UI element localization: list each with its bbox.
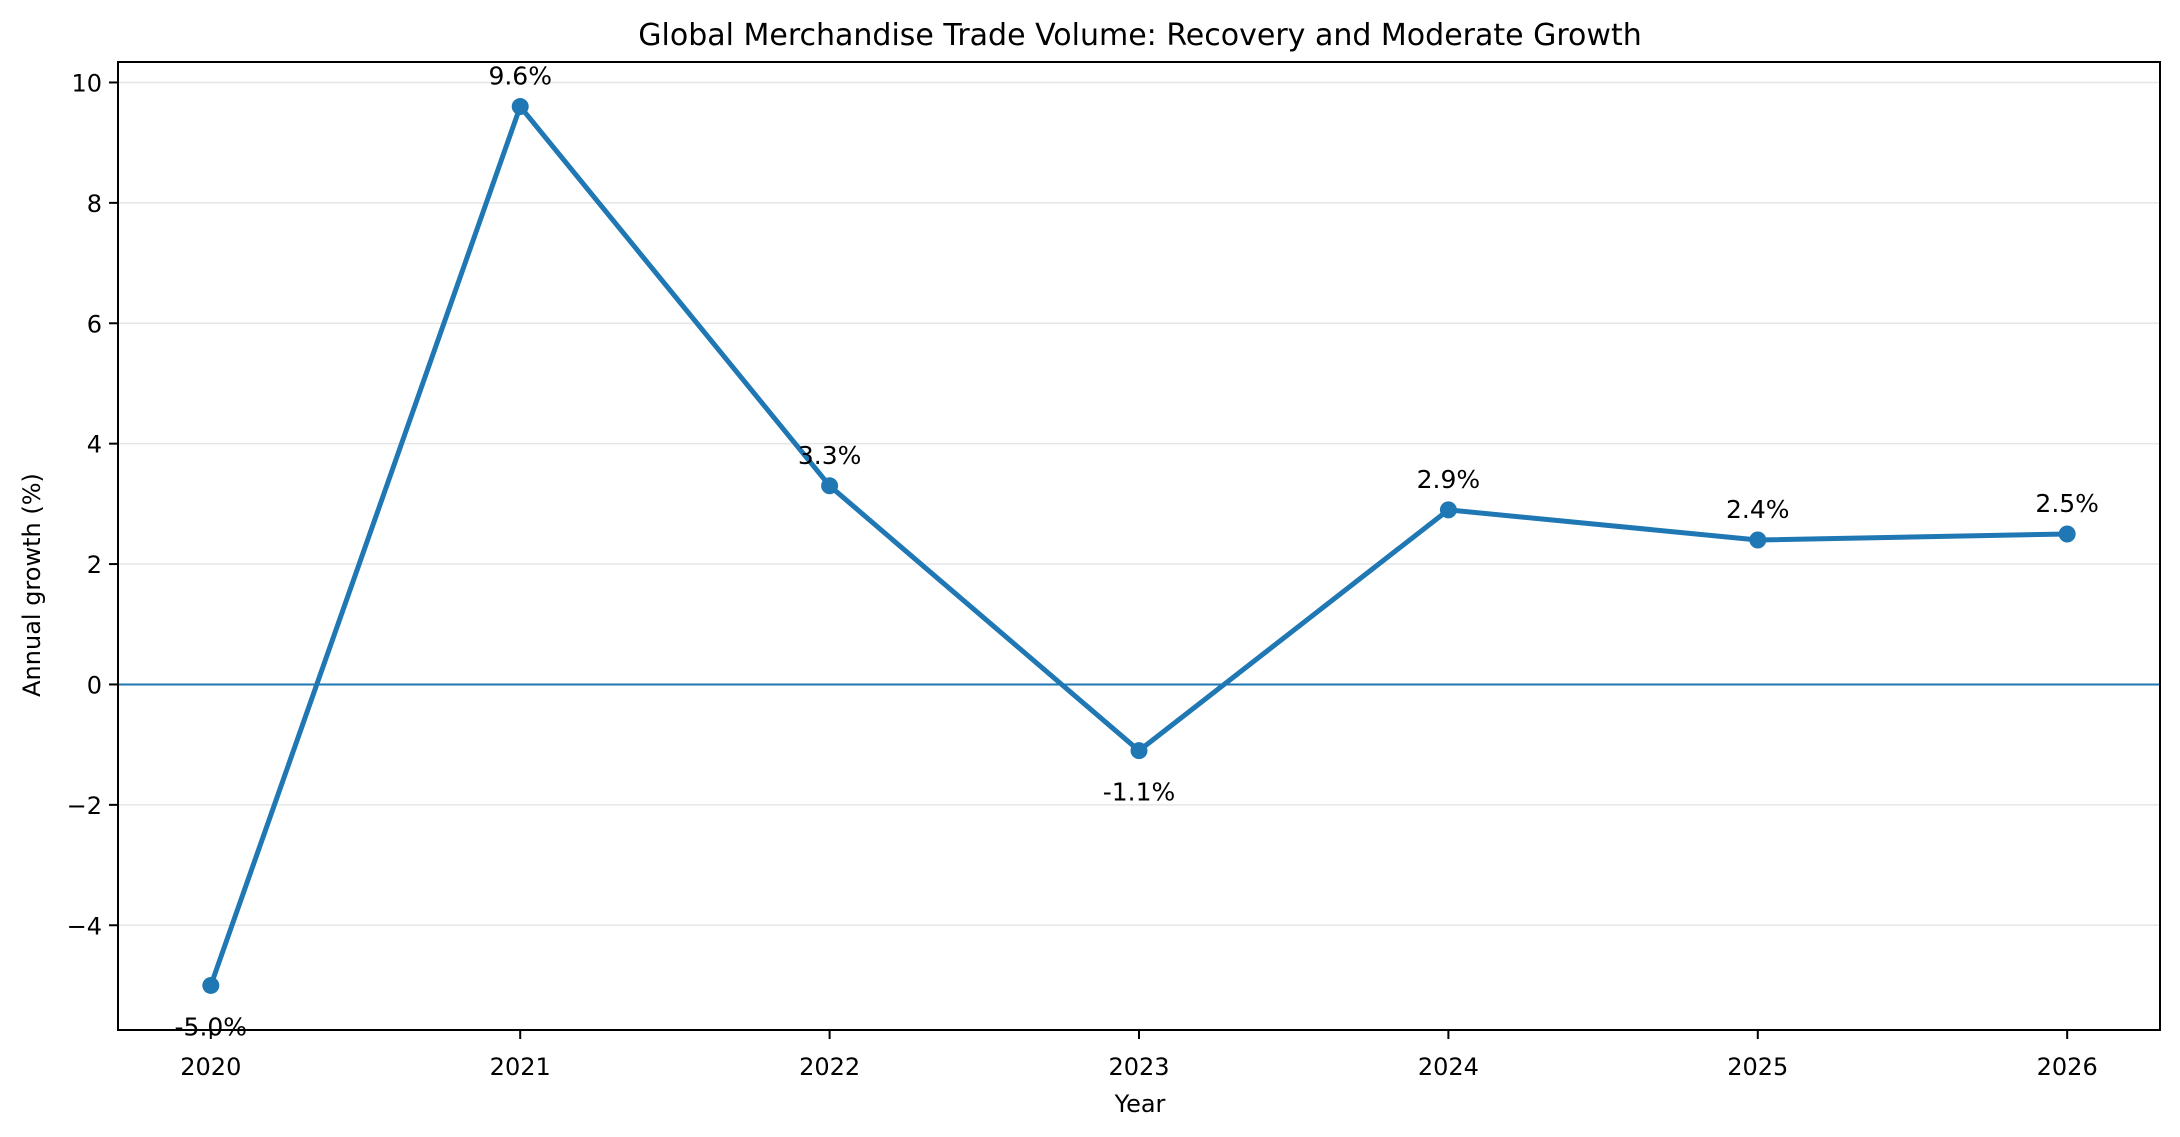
data-label: 3.3% [798,441,862,470]
data-point [1130,742,1148,760]
data-label: -1.1% [1103,778,1176,807]
x-tick-label: 2026 [2037,1053,2098,1081]
y-tick-label: −4 [67,912,102,940]
y-tick-label: 2 [87,551,102,579]
plot-area-frame [117,61,2161,1031]
data-label: 2.9% [1417,465,1481,494]
y-tick-label: 6 [87,310,102,338]
series-line [208,104,2068,987]
data-point [821,477,839,495]
x-axis-label: Year [1114,1090,1166,1118]
chart-title: Global Merchandise Trade Volume: Recover… [638,18,1641,53]
y-axis-label: Annual growth (%) [18,473,46,697]
x-tick-label: 2023 [1108,1053,1169,1081]
y-tick-label: 4 [87,431,102,459]
data-point [511,98,529,116]
data-points [202,98,2076,994]
y-tick-label: 10 [71,69,102,97]
data-point [2058,525,2076,543]
x-tick-label: 2025 [1727,1053,1788,1081]
x-tick-label: 2020 [180,1053,241,1081]
y-tick-label: 0 [87,671,102,699]
data-point [202,976,220,994]
x-tick-label: 2021 [490,1053,551,1081]
x-tick-label: 2022 [799,1053,860,1081]
y-tick-label: −2 [67,792,102,820]
x-tick-label: 2024 [1418,1053,1479,1081]
x-axis-ticks: 2020 2021 2022 2023 2024 2025 2026 [180,1030,2098,1081]
data-point [1439,501,1457,519]
data-label: 2.5% [2035,489,2099,518]
y-tick-label: 8 [87,190,102,218]
data-label: 9.6% [488,62,552,91]
y-axis-ticks: −4 −2 0 2 4 6 8 10 [67,69,118,940]
data-label: 2.4% [1726,495,1790,524]
data-labels: -5.0%9.6%3.3%-1.1%2.9%2.4% 2.5% [175,62,2099,1042]
data-point [1749,531,1767,549]
